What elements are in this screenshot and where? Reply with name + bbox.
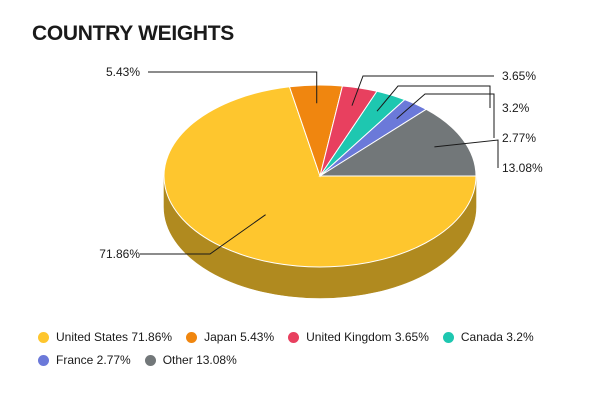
pie-chart: 71.86% 5.43% 3.65% 3.2% 2.77% 13.08% bbox=[99, 65, 543, 299]
legend-label-united-states: United States 71.86% bbox=[56, 330, 173, 344]
legend-item-other[interactable]: Other 13.08% bbox=[144, 353, 237, 367]
legend-item-canada[interactable]: Canada 3.2% bbox=[442, 330, 534, 344]
legend-item-united-kingdom[interactable]: United Kingdom 3.65% bbox=[288, 330, 429, 344]
legend-swatch-other bbox=[144, 354, 156, 366]
legend-label-japan: Japan 5.43% bbox=[204, 330, 275, 344]
pie-slice-other[interactable] bbox=[318, 108, 477, 177]
legend-item-japan[interactable]: Japan 5.43% bbox=[186, 330, 274, 344]
leader-line-japan bbox=[148, 71, 318, 104]
data-label-canada: 3.2% bbox=[502, 101, 530, 115]
legend-label-canada: Canada 3.2% bbox=[460, 330, 534, 344]
data-label-united-states: 71.86% bbox=[99, 247, 140, 261]
leader-line-france bbox=[396, 93, 495, 138]
legend-item-france[interactable]: France 2.77% bbox=[38, 353, 131, 367]
leader-line-canada bbox=[376, 85, 491, 112]
legend: United States 71.86% Japan 5.43% United Ki… bbox=[38, 330, 598, 367]
data-labels: 71.86% 5.43% 3.65% 3.2% 2.77% 13.08% bbox=[99, 65, 543, 261]
legend-label-united-kingdom: United Kingdom 3.65% bbox=[306, 330, 429, 344]
leader-lines bbox=[140, 71, 499, 255]
legend-label-france: France 2.77% bbox=[56, 353, 131, 367]
legend-item-united-states[interactable]: United States 71.86% bbox=[38, 330, 172, 344]
pie-top-layer bbox=[163, 84, 477, 268]
chart-title: COUNTRY WEIGHTS bbox=[32, 22, 235, 45]
legend-swatch-united-kingdom bbox=[288, 331, 300, 343]
legend-swatch-canada bbox=[442, 331, 454, 343]
legend-swatch-japan bbox=[186, 331, 198, 343]
legend-swatch-united-states bbox=[38, 331, 49, 343]
data-label-united-kingdom: 3.65% bbox=[502, 69, 536, 83]
leader-line-united-states bbox=[140, 214, 266, 255]
data-label-france: 2.77% bbox=[502, 131, 536, 145]
leader-line-other bbox=[434, 139, 499, 168]
legend-swatch-france bbox=[38, 354, 49, 366]
leader-line-united-kingdom bbox=[351, 75, 494, 106]
data-label-japan: 5.43% bbox=[106, 65, 140, 79]
legend-label-other: Other 13.08% bbox=[162, 353, 237, 367]
data-label-other: 13.08% bbox=[502, 161, 543, 175]
